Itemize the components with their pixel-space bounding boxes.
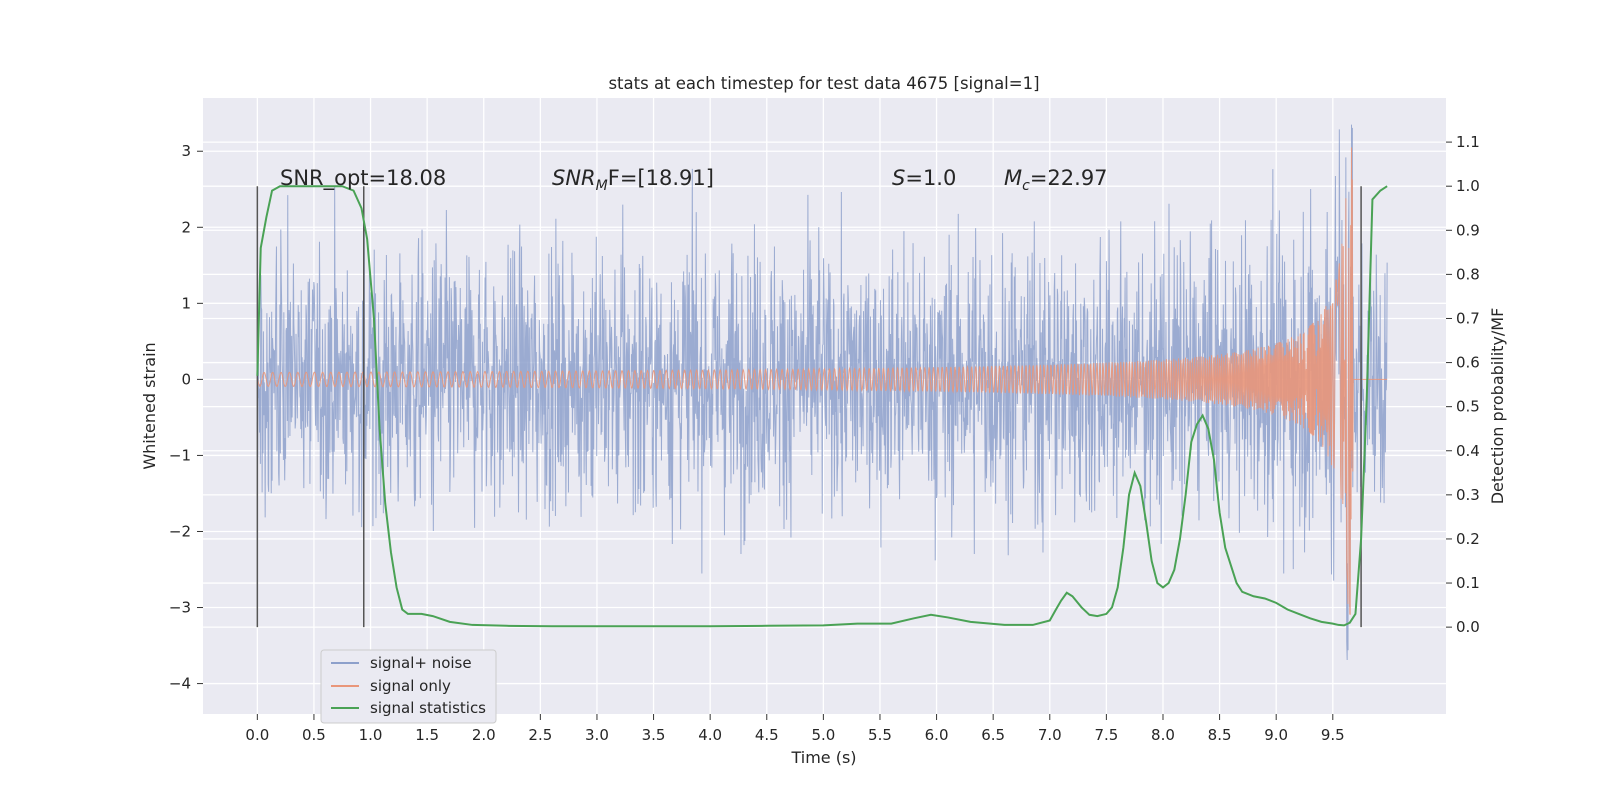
y-right-tick-label: 0.2: [1456, 530, 1480, 548]
x-tick-label: 1.0: [359, 726, 383, 744]
series-signal-only: [256, 147, 1388, 615]
x-tick-label: 0.5: [302, 726, 326, 744]
annotation-s-value: =1.0: [905, 166, 956, 190]
y-tick-label: −2: [169, 522, 191, 540]
y-tick-label: 0: [181, 370, 191, 388]
annotation-snr-opt: SNR_opt=18.08: [280, 166, 446, 191]
x-tick-label: 3.5: [642, 726, 666, 744]
legend-box: [320, 649, 497, 724]
chart-title: stats at each timestep for test data 467…: [608, 74, 1039, 93]
y-right-axis-ticks: 0.0 0.1 0.2 0.3 0.4 0.5 0.6 0.7 0.8 0.9 1.0 1.1: [1446, 133, 1480, 636]
x-tick-label: 6.0: [925, 726, 949, 744]
y-tick-label: 1: [181, 294, 191, 312]
annotation-snr-mf-value: F=[18.91]: [608, 166, 714, 190]
x-axis-label: Time (s): [790, 748, 856, 767]
x-tick-label: 6.5: [981, 726, 1005, 744]
legend-label-stats: signal statistics: [370, 699, 486, 717]
annotation-mc-value: =22.97: [1030, 166, 1108, 190]
y-right-tick-label: 0.5: [1456, 398, 1480, 416]
x-tick-label: 5.5: [868, 726, 892, 744]
y-right-tick-label: 1.0: [1456, 177, 1480, 195]
series-line-signal-only: [256, 147, 1388, 615]
vertical-markers: [256, 186, 1362, 628]
x-axis-ticks: 0.0 0.5 1.0 1.5 2.0 2.5 3.0 3.5 4.0 4.5 5.0 5.5 6.0 6…: [245, 714, 1345, 744]
y-tick-label: 2: [181, 218, 191, 236]
x-tick-label: 5.0: [811, 726, 835, 744]
y-tick-label: −1: [169, 446, 191, 464]
y-right-tick-label: 1.1: [1456, 133, 1480, 151]
y-tick-label: 3: [181, 142, 191, 160]
annotation-s: S=1.0: [892, 166, 956, 190]
y-tick-label: −4: [169, 675, 191, 693]
y-right-tick-label: 0.7: [1456, 309, 1480, 327]
x-tick-label: 2.0: [472, 726, 496, 744]
y-right-tick-label: 0.9: [1456, 221, 1480, 239]
x-tick-label: 0.0: [245, 726, 269, 744]
x-tick-label: 8.5: [1208, 726, 1232, 744]
y-right-tick-label: 0.4: [1456, 442, 1480, 460]
y-right-tick-label: 0.8: [1456, 265, 1480, 283]
x-tick-label: 7.5: [1094, 726, 1118, 744]
annotation-snr-mf: SNRMF=[18.91]: [552, 166, 714, 194]
y-right-tick-label: 0.6: [1456, 354, 1480, 372]
x-tick-label: 4.5: [755, 726, 779, 744]
y-axis-ticks: 3 2 1 0 −1 −2 −3 −4: [169, 142, 203, 693]
series-signal-statistics: [256, 185, 1388, 628]
annotation-mc-sub: c: [1022, 178, 1030, 194]
annotation-mc: Mc=22.97: [1004, 166, 1108, 194]
annotation-mc-base: M: [1004, 166, 1022, 190]
legend-label-noise: signal+ noise: [370, 654, 472, 672]
annotation-snr-mf-base: SNR: [552, 166, 596, 190]
x-tick-label: 9.5: [1321, 726, 1345, 744]
annotation-snr-mf-sub: M: [596, 178, 608, 194]
x-tick-label: 8.0: [1151, 726, 1175, 744]
series-line-signal-statistics: [256, 185, 1388, 628]
annotation-s-base: S: [892, 166, 905, 190]
x-tick-label: 2.5: [528, 726, 552, 744]
y-tick-label: −3: [169, 599, 191, 617]
y-right-tick-label: 0.0: [1456, 618, 1480, 636]
y-right-axis-label: Detection probability/MF: [1488, 308, 1507, 505]
series-line-signal-plus-noise: [256, 124, 1388, 660]
x-tick-label: 9.0: [1264, 726, 1288, 744]
x-tick-label: 3.0: [585, 726, 609, 744]
y-right-tick-label: 0.3: [1456, 486, 1480, 504]
x-tick-label: 1.5: [415, 726, 439, 744]
x-tick-label: 4.0: [698, 726, 722, 744]
legend-label-signal: signal only: [370, 677, 451, 695]
x-tick-label: 7.0: [1038, 726, 1062, 744]
y-right-tick-label: 0.1: [1456, 574, 1480, 592]
series-signal-plus-noise: [256, 124, 1388, 660]
y-axis-label: Whitened strain: [140, 342, 159, 469]
legend: signal+ noise signal only signal statist…: [320, 649, 497, 724]
